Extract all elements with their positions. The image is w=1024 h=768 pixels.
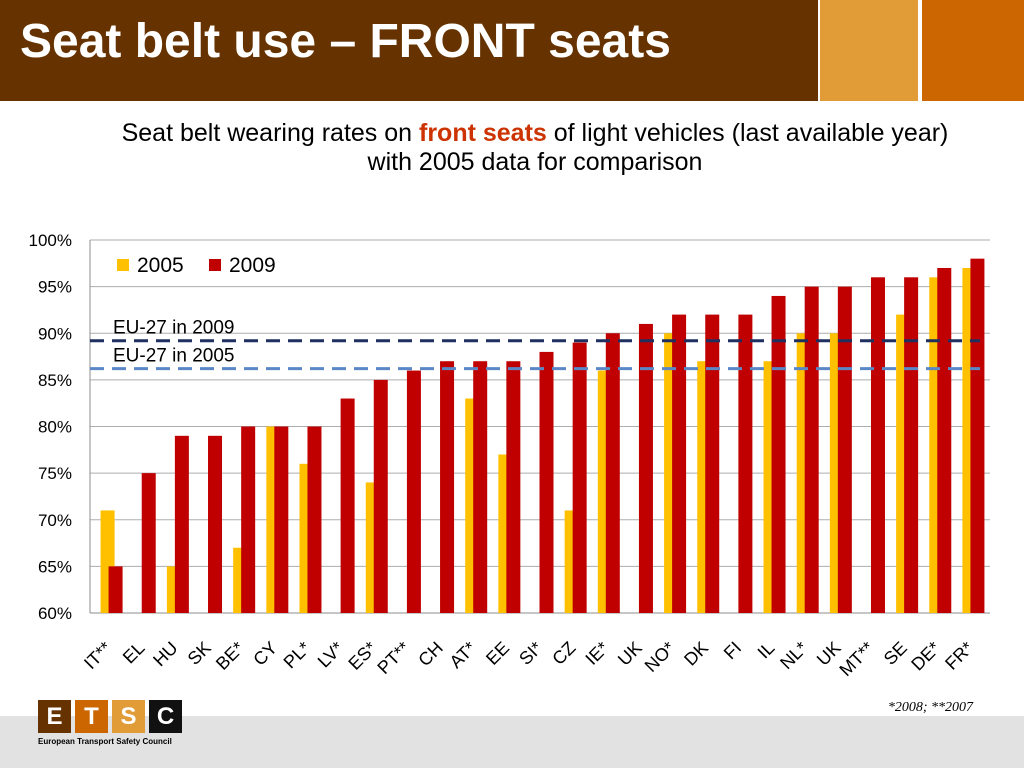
legend-swatch-2005 (117, 259, 129, 271)
x-tick-label: PT** (373, 638, 413, 678)
x-tick-label: DE* (907, 638, 944, 675)
logo-letters: E T S C (38, 700, 198, 733)
bar-2009-pl (307, 426, 322, 613)
x-tick-label: IL (754, 638, 779, 663)
etsc-logo: E T S C European Transport Safety Counci… (38, 700, 198, 746)
seat-belt-bar-chart: 60% 65% 70% 75% 80% 85% 90% 95% 100% EU-27 in 200… (29, 231, 990, 680)
bar-2009-be (241, 426, 256, 613)
y-tick-label: 100% (29, 231, 72, 250)
x-tick-label: SK (184, 638, 215, 669)
bar-2009-pt (406, 370, 421, 613)
x-tick-label: FI (720, 638, 745, 663)
bar-2009-cy (274, 426, 289, 613)
logo-letter-s: S (112, 700, 145, 733)
legend-label-2005: 2005 (137, 254, 184, 277)
x-tick-label: UK (614, 638, 646, 670)
x-tick-label: MT** (835, 638, 877, 680)
x-tick-label: NO* (641, 638, 679, 676)
bar-2009-il (771, 295, 786, 613)
chart-title-block: Seat belt wearing rates on front seats o… (60, 119, 1010, 177)
x-tick-label: PL* (280, 638, 315, 673)
logo-letter-c: C (149, 700, 182, 733)
bar-2009-ie (605, 333, 620, 613)
bar-2009-es (373, 379, 388, 613)
bar-2009-sk (208, 435, 223, 613)
bar-2009-uk (837, 286, 852, 613)
x-tick-label: LV* (314, 638, 348, 672)
bar-2009-ch (440, 361, 455, 613)
x-tick-label: CY (249, 638, 281, 670)
reference-line-label: EU-27 in 2009 (113, 318, 234, 339)
bar-2009-de (937, 267, 952, 613)
x-tick-label: FR* (941, 638, 977, 674)
x-tick-label: CZ (548, 638, 579, 669)
y-tick-label: 95% (38, 278, 72, 297)
bar-2009-hu (174, 435, 189, 613)
y-tick-label: 70% (38, 511, 72, 530)
bar-2009-si (539, 351, 554, 613)
x-tick-label: HU (149, 638, 182, 671)
footnote: *2008; **2007 (887, 700, 973, 715)
chart-title-emphasis: front seats (419, 119, 547, 147)
bar-2009-at (473, 361, 488, 613)
bar-2009-el (141, 473, 156, 613)
x-tick-label: DK (680, 638, 712, 670)
x-tick-label: SE (880, 638, 911, 669)
x-tick-label: EL (119, 638, 149, 668)
title-bar: Seat belt use – FRONT seats (0, 0, 818, 101)
chart-title-prefix: Seat belt wearing rates on (121, 119, 419, 147)
logo-letter-e: E (38, 700, 71, 733)
bar-2009-mt (870, 277, 885, 613)
y-tick-label: 90% (38, 324, 72, 343)
slide-title: Seat belt use – FRONT seats (20, 15, 671, 68)
bar-2009-ee (506, 361, 521, 613)
x-tick-label: CH (414, 638, 447, 671)
bar-2009-fr (970, 258, 985, 613)
x-tick-label: EE (482, 638, 513, 669)
bar-2009-se (904, 277, 919, 613)
bar-2009-it (108, 566, 123, 613)
legend-swatch-2009 (209, 259, 221, 271)
x-tick-label: AT* (446, 638, 480, 672)
accent-block-dark (922, 0, 1024, 101)
x-tick-label: NL* (776, 638, 811, 673)
y-tick-label: 60% (38, 604, 72, 623)
organization-name: European Transport Safety Council (38, 737, 172, 746)
x-tick-label: SI* (515, 638, 546, 669)
bar-2009-cz (572, 342, 587, 613)
y-tick-label: 75% (38, 464, 72, 483)
y-tick-label: 80% (38, 418, 72, 437)
legend-label-2009: 2009 (229, 254, 276, 277)
x-tick-label: ES* (345, 638, 381, 674)
logo-letter-t: T (75, 700, 108, 733)
bar-2009-dk (705, 314, 720, 613)
x-tick-label: BE* (212, 638, 248, 674)
chart-subtitle: with 2005 data for comparison (367, 148, 703, 176)
bar-2009-uk (638, 323, 653, 613)
chart-title-suffix: of light vehicles (last available year) (546, 119, 949, 147)
x-tick-label: IE* (582, 638, 613, 669)
accent-block-light (820, 0, 918, 101)
x-tick-label: IT** (80, 638, 115, 673)
bar-2009-fi (738, 314, 753, 613)
chart-title: Seat belt wearing rates on front seats o… (60, 119, 1010, 148)
y-tick-label: 65% (38, 557, 72, 576)
bar-2009-nl (804, 286, 819, 613)
bar-2009-no (672, 314, 687, 613)
reference-line-label: EU-27 in 2005 (113, 346, 234, 367)
y-tick-label: 85% (38, 371, 72, 390)
bar-2009-lv (340, 398, 355, 613)
